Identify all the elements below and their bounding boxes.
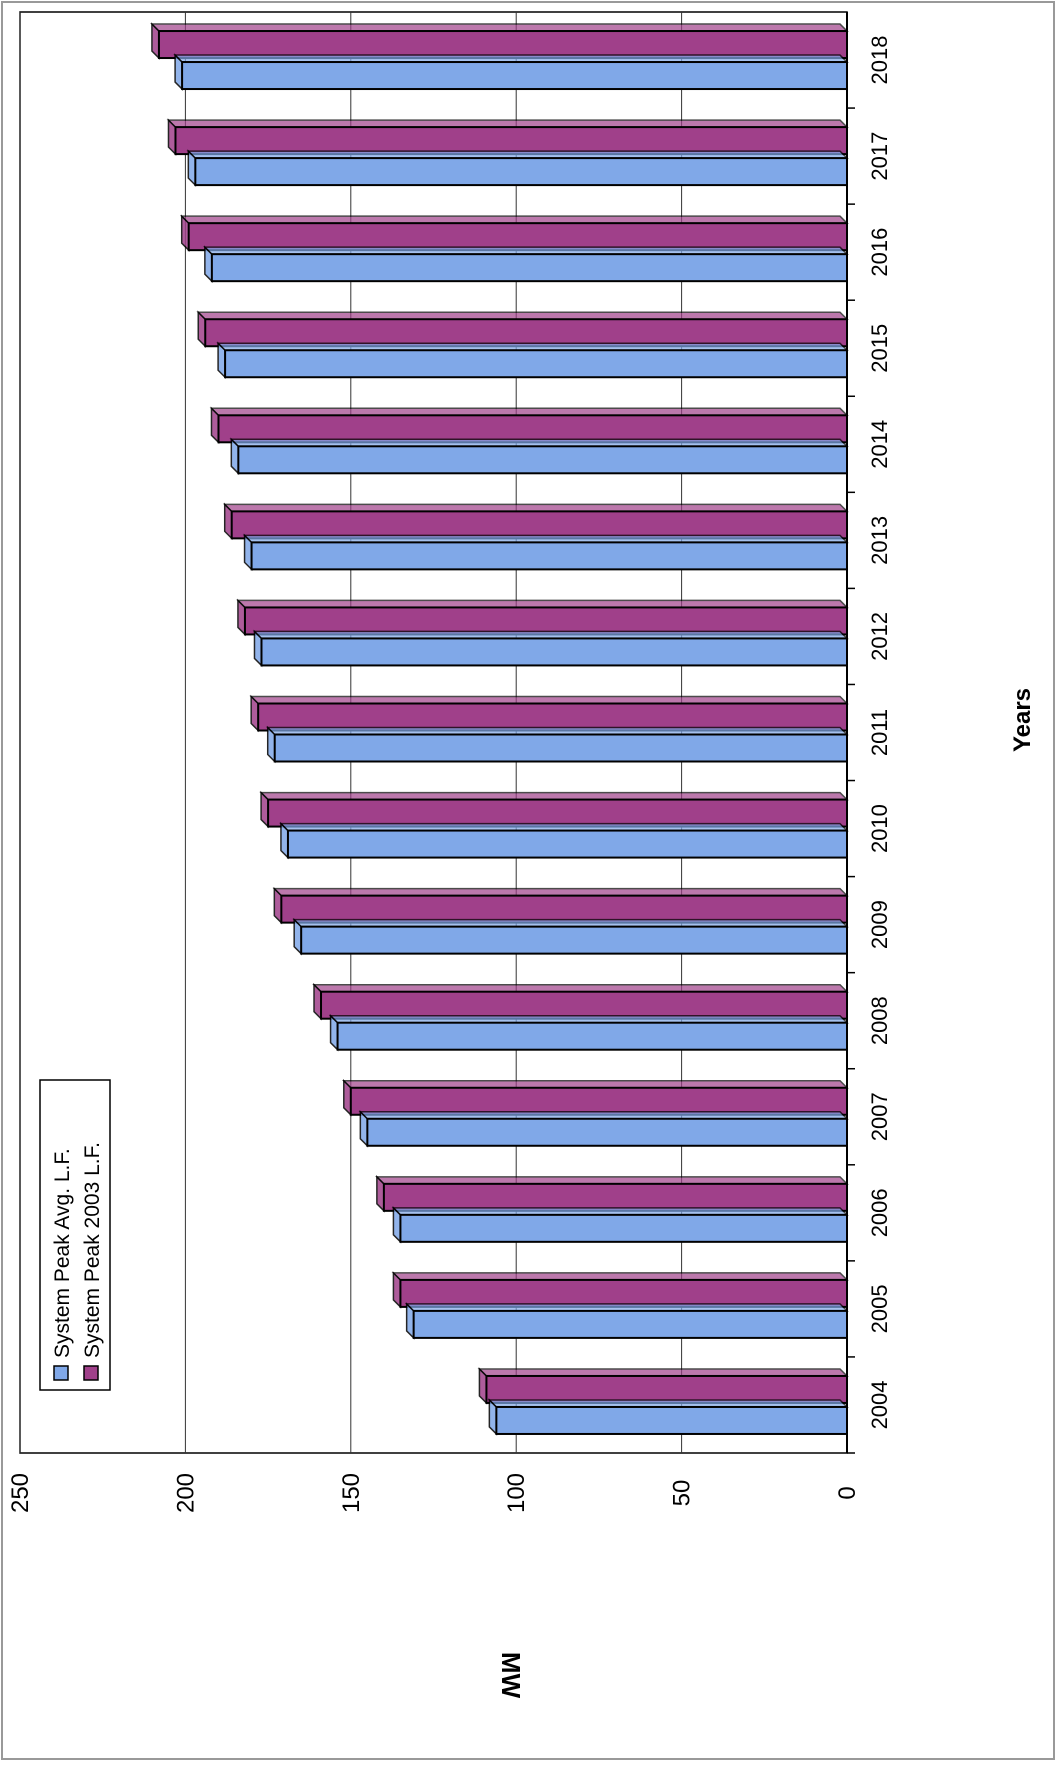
- series-2003-lf-bar: [382, 1182, 848, 1212]
- series-avg-lf-bar-top: [203, 246, 849, 255]
- series-avg-lf-bar-top: [173, 54, 849, 63]
- x-tick-label: 2009: [867, 900, 892, 949]
- y-tick-label: 150: [338, 1473, 365, 1513]
- series-avg-lf-bar-top: [229, 438, 849, 448]
- y-tick-label: 200: [172, 1473, 199, 1513]
- x-tick-label: 2018: [867, 36, 892, 85]
- series-avg-lf-bar: [194, 157, 849, 187]
- series-2003-lf-bar: [217, 414, 849, 444]
- x-tick-label: 2005: [867, 1284, 892, 1333]
- series-avg-lf-bar: [273, 733, 848, 763]
- series-avg-lf-bar: [181, 61, 849, 91]
- series-avg-lf-bar: [286, 829, 848, 859]
- series-avg-lf-bar-top: [265, 726, 849, 736]
- series-2003-lf-bar-top: [179, 215, 849, 224]
- legend: System Peak Avg. L.F. System Peak 2003 L.…: [39, 1079, 111, 1391]
- series-avg-lf-bar: [237, 445, 848, 475]
- x-tick-label: 2014: [867, 420, 892, 469]
- legend-box: [39, 1079, 111, 1391]
- legend-label: System Peak 2003 L.F.: [81, 1142, 104, 1358]
- series-avg-lf-bar: [399, 1213, 848, 1243]
- legend-swatch: [83, 1365, 99, 1381]
- bars-layer: [150, 22, 849, 1436]
- x-tick-label: 2015: [867, 324, 892, 373]
- x-tick-label: 2016: [867, 228, 892, 277]
- series-2003-lf-bar-top: [196, 311, 849, 320]
- series-2003-lf-bar-top: [150, 23, 849, 32]
- legend-label: System Peak Avg. L.F.: [51, 1148, 74, 1358]
- series-2003-lf-bar-top: [312, 983, 849, 993]
- series-2003-lf-bar: [157, 30, 849, 60]
- x-tick-label: 2017: [867, 132, 892, 181]
- x-tick-label: 2008: [867, 996, 892, 1045]
- x-tick-label: 2012: [867, 612, 892, 661]
- series-2003-lf-bar-top: [477, 1368, 849, 1377]
- series-avg-lf-bar: [495, 1405, 848, 1435]
- series-avg-lf-bar-top: [252, 630, 849, 640]
- series-avg-lf-bar-top: [279, 822, 849, 832]
- x-tick-label: 2010: [867, 804, 892, 853]
- series-2003-lf-bar: [399, 1278, 848, 1308]
- series-avg-lf-bar-top: [328, 1014, 849, 1024]
- series-2003-lf-bar-top: [341, 1080, 849, 1089]
- series-2003-lf-bar: [230, 510, 849, 540]
- series-2003-lf-bar: [174, 126, 848, 156]
- series-2003-lf-bar-top: [375, 1176, 849, 1185]
- series-2003-lf-bar: [485, 1374, 848, 1404]
- series-2003-lf-bar: [349, 1086, 848, 1116]
- legend-swatch: [53, 1365, 69, 1381]
- series-avg-lf-bar: [224, 349, 848, 379]
- x-axis-label: Years: [1009, 688, 1036, 752]
- axis-layer: 0 50 100 150 200 250 2004 2005 2006 2007 2008 2009 2…: [7, 12, 892, 1513]
- series-2003-lf-bar: [267, 798, 849, 828]
- series-2003-lf-bar-top: [249, 695, 849, 705]
- series-2003-lf-bar-top: [209, 407, 849, 417]
- series-avg-lf-bar: [300, 925, 848, 955]
- series-avg-lf-bar-top: [487, 1399, 849, 1408]
- y-axis-label: MW: [496, 1652, 526, 1699]
- x-tick-label: 2006: [867, 1188, 892, 1237]
- series-avg-lf-bar-top: [404, 1303, 849, 1312]
- series-2003-lf-bar: [257, 702, 848, 732]
- y-tick-label: 250: [7, 1473, 34, 1513]
- series-2003-lf-bar-top: [391, 1272, 849, 1281]
- series-avg-lf-bar-top: [186, 150, 849, 159]
- series-avg-lf-bar-top: [391, 1207, 849, 1216]
- series-avg-lf-bar-top: [358, 1111, 849, 1120]
- series-avg-lf-bar-top: [242, 534, 849, 544]
- series-avg-lf-bar: [210, 253, 848, 283]
- series-avg-lf-bar-top: [292, 918, 849, 928]
- y-tick-label: 0: [834, 1486, 861, 1499]
- series-avg-lf-bar: [366, 1117, 848, 1147]
- series-avg-lf-bar: [260, 637, 848, 667]
- series-2003-lf-bar-top: [222, 503, 849, 513]
- x-tick-label: 2011: [867, 709, 892, 756]
- series-2003-lf-bar: [280, 894, 849, 924]
- series-avg-lf-bar-top: [216, 342, 849, 351]
- series-2003-lf-bar: [187, 222, 848, 252]
- series-2003-lf-bar: [320, 990, 848, 1020]
- y-tick-label: 100: [503, 1473, 530, 1513]
- series-avg-lf-bar: [250, 541, 848, 571]
- x-tick-label: 2007: [867, 1092, 892, 1141]
- x-tick-label: 2004: [867, 1380, 892, 1429]
- series-2003-lf-bar-top: [236, 599, 849, 609]
- x-tick-label: 2013: [867, 516, 892, 565]
- series-2003-lf-bar: [204, 318, 849, 348]
- series-2003-lf-bar-top: [259, 791, 849, 801]
- series-2003-lf-bar: [243, 606, 849, 636]
- series-avg-lf-bar: [336, 1021, 848, 1051]
- series-2003-lf-bar-top: [272, 887, 849, 897]
- y-tick-label: 50: [669, 1480, 696, 1507]
- series-2003-lf-bar-top: [166, 119, 849, 128]
- series-avg-lf-bar: [412, 1309, 848, 1339]
